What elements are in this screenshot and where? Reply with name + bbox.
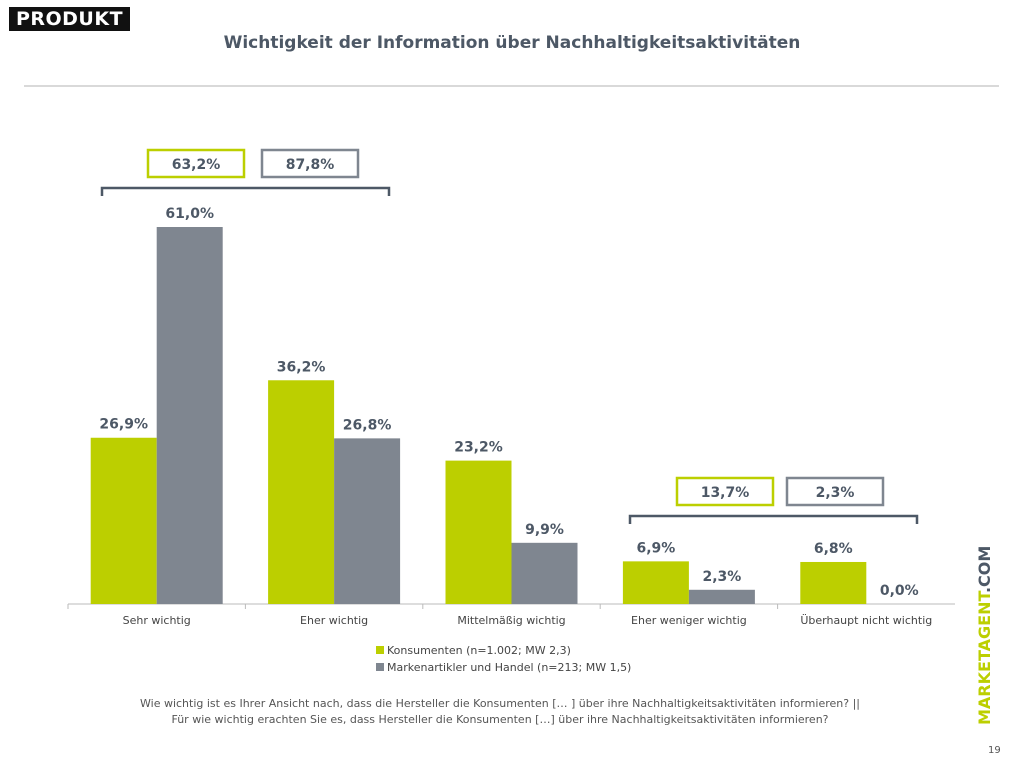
bar [90, 437, 157, 604]
bar [268, 380, 335, 604]
bar [511, 542, 578, 604]
data-label: 23,2% [454, 440, 503, 456]
x-tick-label: Überhaupt nicht wichtig [800, 614, 932, 627]
question-line-1: Wie wichtig ist es Ihrer Ansicht nach, d… [140, 697, 860, 710]
brand-main: MARKETAGENT [975, 593, 994, 725]
bar [445, 460, 512, 604]
legend-swatch [376, 663, 384, 671]
summary-value: 13,7% [701, 485, 750, 501]
data-label: 36,2% [277, 359, 326, 375]
bar [688, 589, 755, 604]
bar [622, 561, 689, 604]
legend-label: Konsumenten (n=1.002; MW 2,3) [387, 644, 571, 657]
bar [800, 561, 867, 604]
bar [334, 438, 401, 604]
x-tick-label: Eher weniger wichtig [631, 614, 747, 627]
data-label: 6,9% [636, 540, 675, 556]
page-title: Wichtigkeit der Information über Nachhal… [223, 33, 801, 53]
bar [156, 227, 223, 604]
legend-label: Markenartikler und Handel (n=213; MW 1,5… [387, 661, 631, 674]
data-label: 2,3% [702, 569, 741, 585]
x-tick-label: Sehr wichtig [123, 614, 191, 627]
summary-value: 2,3% [816, 485, 855, 501]
summary-bracket [100, 186, 391, 196]
summary-bracket [628, 514, 919, 524]
divider [24, 85, 999, 87]
summary-box [260, 148, 360, 179]
question-line-2: Für wie wichtig erachten Sie es, dass He… [171, 713, 829, 726]
summary-value: 63,2% [172, 157, 221, 173]
summary-box [675, 476, 775, 507]
data-label: 26,9% [99, 417, 148, 433]
produkt-logo: PRODUKT [9, 7, 130, 31]
legend-swatch [376, 646, 384, 654]
summary-box [146, 148, 246, 179]
data-label: 6,8% [814, 541, 853, 557]
summary-box [785, 476, 885, 507]
data-label: 61,0% [165, 206, 214, 222]
x-tick-label: Mittelmäßig wichtig [457, 614, 565, 627]
brand-suffix: .COM [975, 545, 994, 594]
page-number: 19 [988, 745, 1001, 756]
data-label: 0,0% [880, 583, 919, 599]
data-label: 26,8% [343, 417, 392, 433]
x-tick-label: Eher wichtig [300, 614, 368, 627]
summary-value: 87,8% [286, 157, 335, 173]
data-label: 9,9% [525, 522, 564, 538]
marketagent-logo: MARKETAGENT.COM [975, 546, 994, 725]
